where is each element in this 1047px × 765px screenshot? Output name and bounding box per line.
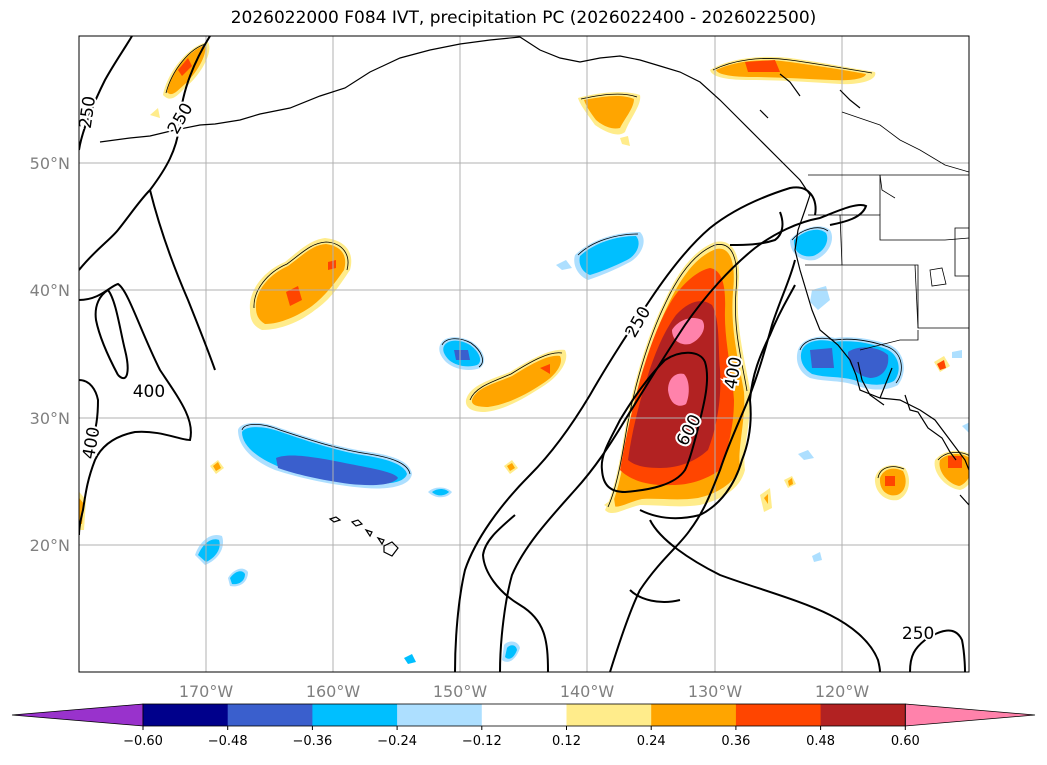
hawaii-islands xyxy=(328,516,399,557)
colorbar-segment xyxy=(481,704,567,726)
lon-label: 140°W xyxy=(560,682,615,701)
lon-label: 160°W xyxy=(306,682,361,701)
colorbar-tick-label: −0.36 xyxy=(292,734,332,749)
precip-outline-contours xyxy=(165,43,969,508)
lon-label: 120°W xyxy=(815,682,870,701)
colorbar-tick-label: −0.12 xyxy=(462,734,502,749)
longitude-labels: 170°W 160°W 150°W 140°W 130°W 120°W xyxy=(179,682,870,701)
colorbar-tick-label: 0.60 xyxy=(891,734,920,749)
graticule xyxy=(79,36,969,672)
ivt-contour-label: 250 xyxy=(900,622,936,646)
colorbar-extend-min xyxy=(11,703,144,727)
latitude-labels: 50°N 40°N 30°N 20°N xyxy=(30,154,70,555)
lat-label: 20°N xyxy=(30,536,70,555)
ivt-contour-label-text: 400 xyxy=(133,382,165,402)
political-borders xyxy=(805,111,969,351)
colorbar-tick-label: −0.60 xyxy=(123,734,163,749)
lon-label: 150°W xyxy=(433,682,488,701)
colorbar-segment xyxy=(820,704,906,726)
map-title: 2026022000 F084 IVT, precipitation PC (2… xyxy=(230,8,817,28)
colorbar-tick-label: −0.48 xyxy=(208,734,248,749)
colorbar-tick-label: 0.24 xyxy=(637,734,666,749)
ivt-contour-label-text: 250 xyxy=(76,95,100,130)
lat-label: 50°N xyxy=(30,154,70,173)
colorbar-tick-label: 0.12 xyxy=(552,734,581,749)
colorbar-segment xyxy=(397,704,483,726)
colorbar-outline xyxy=(142,703,906,727)
ivt-contours xyxy=(79,36,966,672)
colorbar-segment xyxy=(227,704,313,726)
ivt-contour-label-text: 250 xyxy=(902,624,934,644)
lat-label: 30°N xyxy=(30,409,70,428)
colorbar: −0.60 −0.48 −0.36 −0.24 −0.12 0.12 0.24 0.36 0.4… xyxy=(11,703,1036,749)
colorbar-segment xyxy=(312,704,398,726)
ivt-contour-label: 400 xyxy=(131,380,167,404)
colorbar-segment xyxy=(735,704,822,726)
map-frame xyxy=(78,35,970,673)
colorbar-segment xyxy=(651,704,737,726)
colorbar-tick-label: −0.24 xyxy=(377,734,417,749)
lon-label: 170°W xyxy=(179,682,234,701)
colorbar-tick-label: 0.36 xyxy=(721,734,750,749)
lon-label: 130°W xyxy=(688,682,743,701)
colorbar-segment xyxy=(143,704,229,726)
ivt-contour-label: 250 xyxy=(76,93,102,132)
colorbar-tick-label: 0.48 xyxy=(806,734,835,749)
colorbar-segment xyxy=(566,704,652,726)
lat-label: 40°N xyxy=(30,281,70,300)
coastlines xyxy=(99,36,969,506)
colorbar-extend-max xyxy=(904,703,1036,727)
